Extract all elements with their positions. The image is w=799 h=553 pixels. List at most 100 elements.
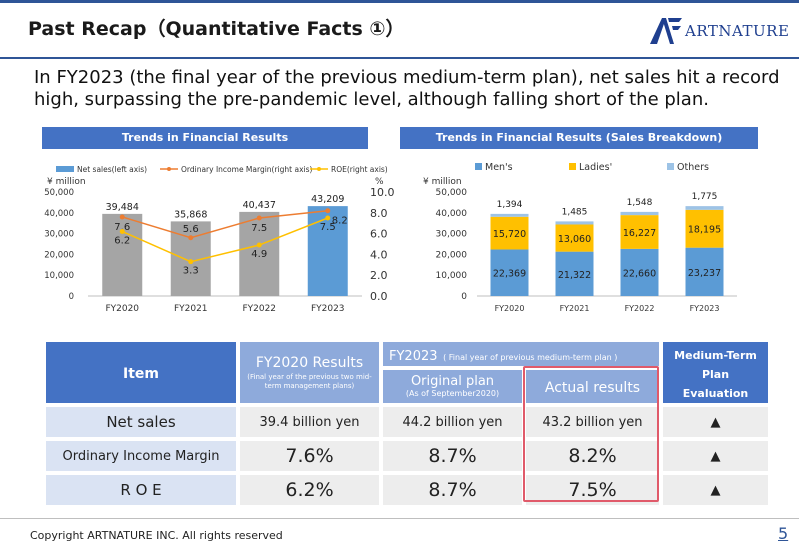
y-tick: 30,000: [436, 230, 468, 240]
bar-segment-mens: [490, 249, 529, 296]
actual-results-highlight: [523, 366, 659, 502]
th-plan: Original plan (As of September2020): [383, 370, 522, 403]
y-tick-left: 0: [69, 292, 74, 302]
segment-label: 22,660: [623, 268, 656, 279]
y-tick-right: 8.0: [370, 207, 388, 220]
bar-net-sales: [307, 206, 348, 296]
y-tick-right: 2.0: [370, 269, 388, 282]
bar-label: 40,437: [243, 200, 276, 211]
line-point: [256, 242, 262, 248]
segment-label: 22,369: [493, 269, 526, 280]
legend-swatch: [475, 163, 482, 170]
line-label: 7.5: [320, 222, 336, 233]
segment-label: 16,227: [623, 228, 656, 239]
th-fy2020: FY2020 Results (Final year of the previo…: [240, 342, 379, 403]
y-tick: 20,000: [436, 250, 468, 260]
bar-segment-others: [685, 206, 724, 210]
line-point: [188, 259, 194, 265]
line-point: [119, 229, 125, 235]
th-fy2020-sub: (Final year of the previous two mid-term…: [247, 372, 372, 390]
bar-label: 39,484: [106, 202, 139, 213]
row-item: Ordinary Income Margin: [46, 441, 236, 471]
line-label: 3.3: [183, 266, 199, 277]
legend-marker: [167, 167, 171, 171]
x-tick: FY2020: [495, 304, 525, 313]
y-tick-left: 30,000: [44, 230, 74, 240]
th-actual-label: Actual results: [544, 380, 641, 397]
financial-results-chart: Net sales(left axis) Ordinary Income Marg…: [44, 165, 394, 314]
line-point: [325, 208, 331, 214]
row-item: R O E: [46, 475, 236, 505]
header-bar: Past Recap（Quantitative Facts ①） ARTNATU…: [0, 0, 799, 58]
bar-net-sales: [102, 213, 143, 296]
x-tick: FY2023: [690, 304, 720, 313]
row-actual: 43.2 billion yen: [526, 407, 659, 437]
x-tick: FY2022: [625, 304, 655, 313]
row-item: Net sales: [46, 407, 236, 437]
row-actual: 8.2%: [526, 441, 659, 471]
segment-label: 1,485: [562, 207, 588, 217]
line-point: [256, 215, 262, 221]
copyright-text: Copyright ARTNATURE INC. All rights rese…: [30, 529, 283, 542]
bar-segment-ladies: [490, 216, 529, 250]
segment-label: 1,394: [497, 200, 523, 210]
th-actual: Actual results: [526, 370, 659, 403]
th-fy2023-sub: ( Final year of previous medium-term pla…: [443, 352, 618, 362]
bar-segment-mens: [555, 251, 594, 296]
lead-statement: In FY2023 (the final year of the previou…: [34, 67, 780, 110]
x-tick: FY2021: [560, 304, 590, 313]
bar-net-sales: [239, 211, 280, 296]
bar-segment-mens: [685, 247, 724, 296]
sales-breakdown-chart: Men's Ladies' Others ¥ million 0 10,000 20,000…: [423, 162, 737, 313]
y-tick-right: 4.0: [370, 248, 388, 261]
y-tick-left: 20,000: [44, 250, 74, 260]
x-tick: FY2020: [105, 304, 139, 314]
segment-label: 23,237: [688, 268, 721, 279]
table-row: R O E 6.2% 8.7% 7.5% ▲: [46, 475, 768, 505]
row-plan: 44.2 billion yen: [383, 407, 522, 437]
legend-label: ROE(right axis): [331, 165, 388, 174]
segment-label: 13,060: [558, 234, 591, 245]
y-axis-unit: ¥ million: [423, 177, 462, 187]
y-axis-unit-left: ¥ million: [47, 177, 86, 187]
legend-label: Others: [677, 162, 709, 173]
row-eval: ▲: [663, 407, 768, 437]
row-fy2020: 6.2%: [240, 475, 379, 505]
line-point: [119, 214, 125, 220]
legend-swatch: [667, 163, 674, 170]
th-plan-label: Original plan: [410, 374, 495, 390]
legend-label: Ladies': [579, 162, 612, 173]
row-fy2020: 7.6%: [240, 441, 379, 471]
th-eval: Medium-Term Plan Evaluation: [663, 342, 768, 403]
logo-wordmark: ARTNATURE: [685, 22, 790, 40]
th-item: Item: [46, 342, 236, 403]
y-axis-unit-right: %: [375, 177, 384, 187]
line-point: [188, 235, 194, 241]
row-eval: ▲: [663, 441, 768, 471]
row-plan: 8.7%: [383, 475, 522, 505]
y-tick-left: 50,000: [44, 188, 74, 198]
header-divider: [0, 57, 799, 59]
line-label: 4.9: [251, 249, 267, 260]
row-fy2020: 39.4 billion yen: [240, 407, 379, 437]
th-eval-label: Medium-Term Plan Evaluation: [674, 349, 757, 400]
y-tick-left: 10,000: [44, 271, 74, 281]
row-plan: 8.7%: [383, 441, 522, 471]
th-fy2023-label: FY2023: [389, 348, 438, 364]
legend-label: Net sales(left axis): [77, 165, 147, 174]
line-label: 7.5: [251, 223, 267, 234]
segment-label: 15,720: [493, 229, 526, 240]
x-tick: FY2021: [174, 304, 208, 314]
bar-segment-ladies: [555, 224, 594, 252]
line-point: [325, 215, 331, 221]
bar-label: 35,868: [174, 209, 207, 220]
legend-marker: [317, 167, 321, 171]
segment-label: 1,775: [692, 192, 718, 202]
header-accent-line: [0, 0, 799, 3]
brand-logo: ARTNATURE: [648, 14, 793, 48]
summary-table: Item FY2020 Results (Final year of the p…: [42, 338, 772, 509]
th-fy2023: FY2023 ( Final year of previous medium-t…: [383, 342, 659, 367]
y-tick-left: 40,000: [44, 209, 74, 219]
y-tick-right: 6.0: [370, 228, 388, 241]
th-item-label: Item: [123, 366, 159, 382]
